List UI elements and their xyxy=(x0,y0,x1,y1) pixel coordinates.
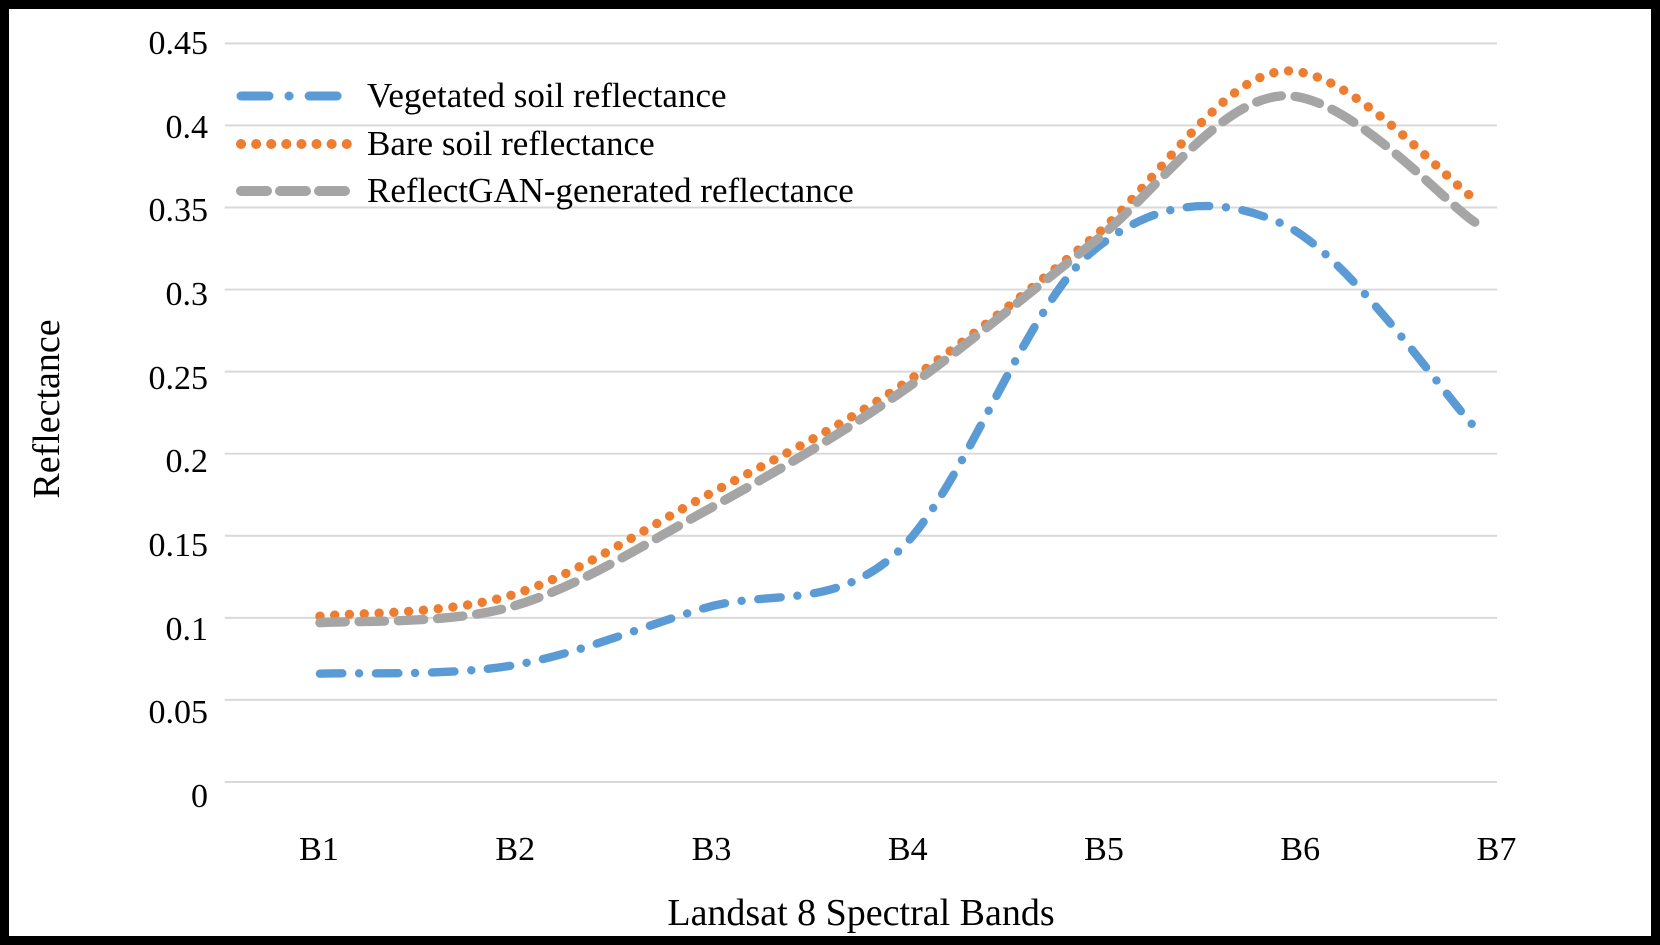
y-tick-label: 0 xyxy=(191,778,208,815)
y-tick-label: 0.25 xyxy=(148,359,209,397)
x-tick-label: B3 xyxy=(691,831,732,868)
x-tick-label: B1 xyxy=(299,831,339,868)
legend-item-label: Bare soil reflectance xyxy=(367,123,655,163)
x-axis-title: Landsat 8 Spectral Bands xyxy=(667,892,1055,934)
x-tick-label: B6 xyxy=(1280,831,1321,868)
y-tick-label: 0.1 xyxy=(165,610,209,648)
series-line-bare-soil-reflectance xyxy=(315,66,1480,621)
y-tick-label: 0.15 xyxy=(148,527,209,564)
series-paths-group xyxy=(315,66,1480,678)
x-tick-label: B7 xyxy=(1476,831,1517,868)
legend-line-sample xyxy=(236,186,357,197)
y-tick-label: 0.3 xyxy=(165,276,209,313)
line-chart-canvas xyxy=(224,42,1498,783)
series-line-reflectgan-generated-reflectance xyxy=(315,91,1480,628)
y-tick-label: 0.05 xyxy=(148,694,209,732)
x-tick-label: B5 xyxy=(1084,831,1124,868)
legend-line-sample xyxy=(236,91,357,101)
x-tick-label: B4 xyxy=(887,831,928,868)
legend-item: Bare soil reflectance xyxy=(235,123,854,164)
legend-item-label: ReflectGAN-generated reflectance xyxy=(367,171,854,210)
legend-item-label: Vegetated soil reflectance xyxy=(367,76,727,115)
y-axis-title: Reflectance xyxy=(26,319,68,499)
legend-item: ReflectGAN-generated reflectance xyxy=(235,171,854,211)
y-tick-label: 0.35 xyxy=(148,192,209,230)
y-tick-label: 0.2 xyxy=(165,443,209,481)
legend-line-sample xyxy=(236,138,357,149)
legend-item: Vegetated soil reflectance xyxy=(235,76,854,116)
y-tick-label: 0.4 xyxy=(165,108,209,146)
chart-legend: Vegetated soil reflectance Bare soil refl… xyxy=(235,76,854,211)
series-line-vegetated-soil-reflectance xyxy=(315,201,1480,678)
y-tick-label: 0.45 xyxy=(148,25,209,62)
x-tick-label: B2 xyxy=(495,831,536,868)
